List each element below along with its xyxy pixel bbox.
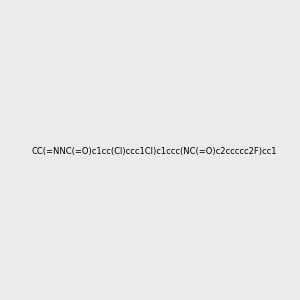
Text: CC(=NNC(=O)c1cc(Cl)ccc1Cl)c1ccc(NC(=O)c2ccccc2F)cc1: CC(=NNC(=O)c1cc(Cl)ccc1Cl)c1ccc(NC(=O)c2… xyxy=(31,147,277,156)
